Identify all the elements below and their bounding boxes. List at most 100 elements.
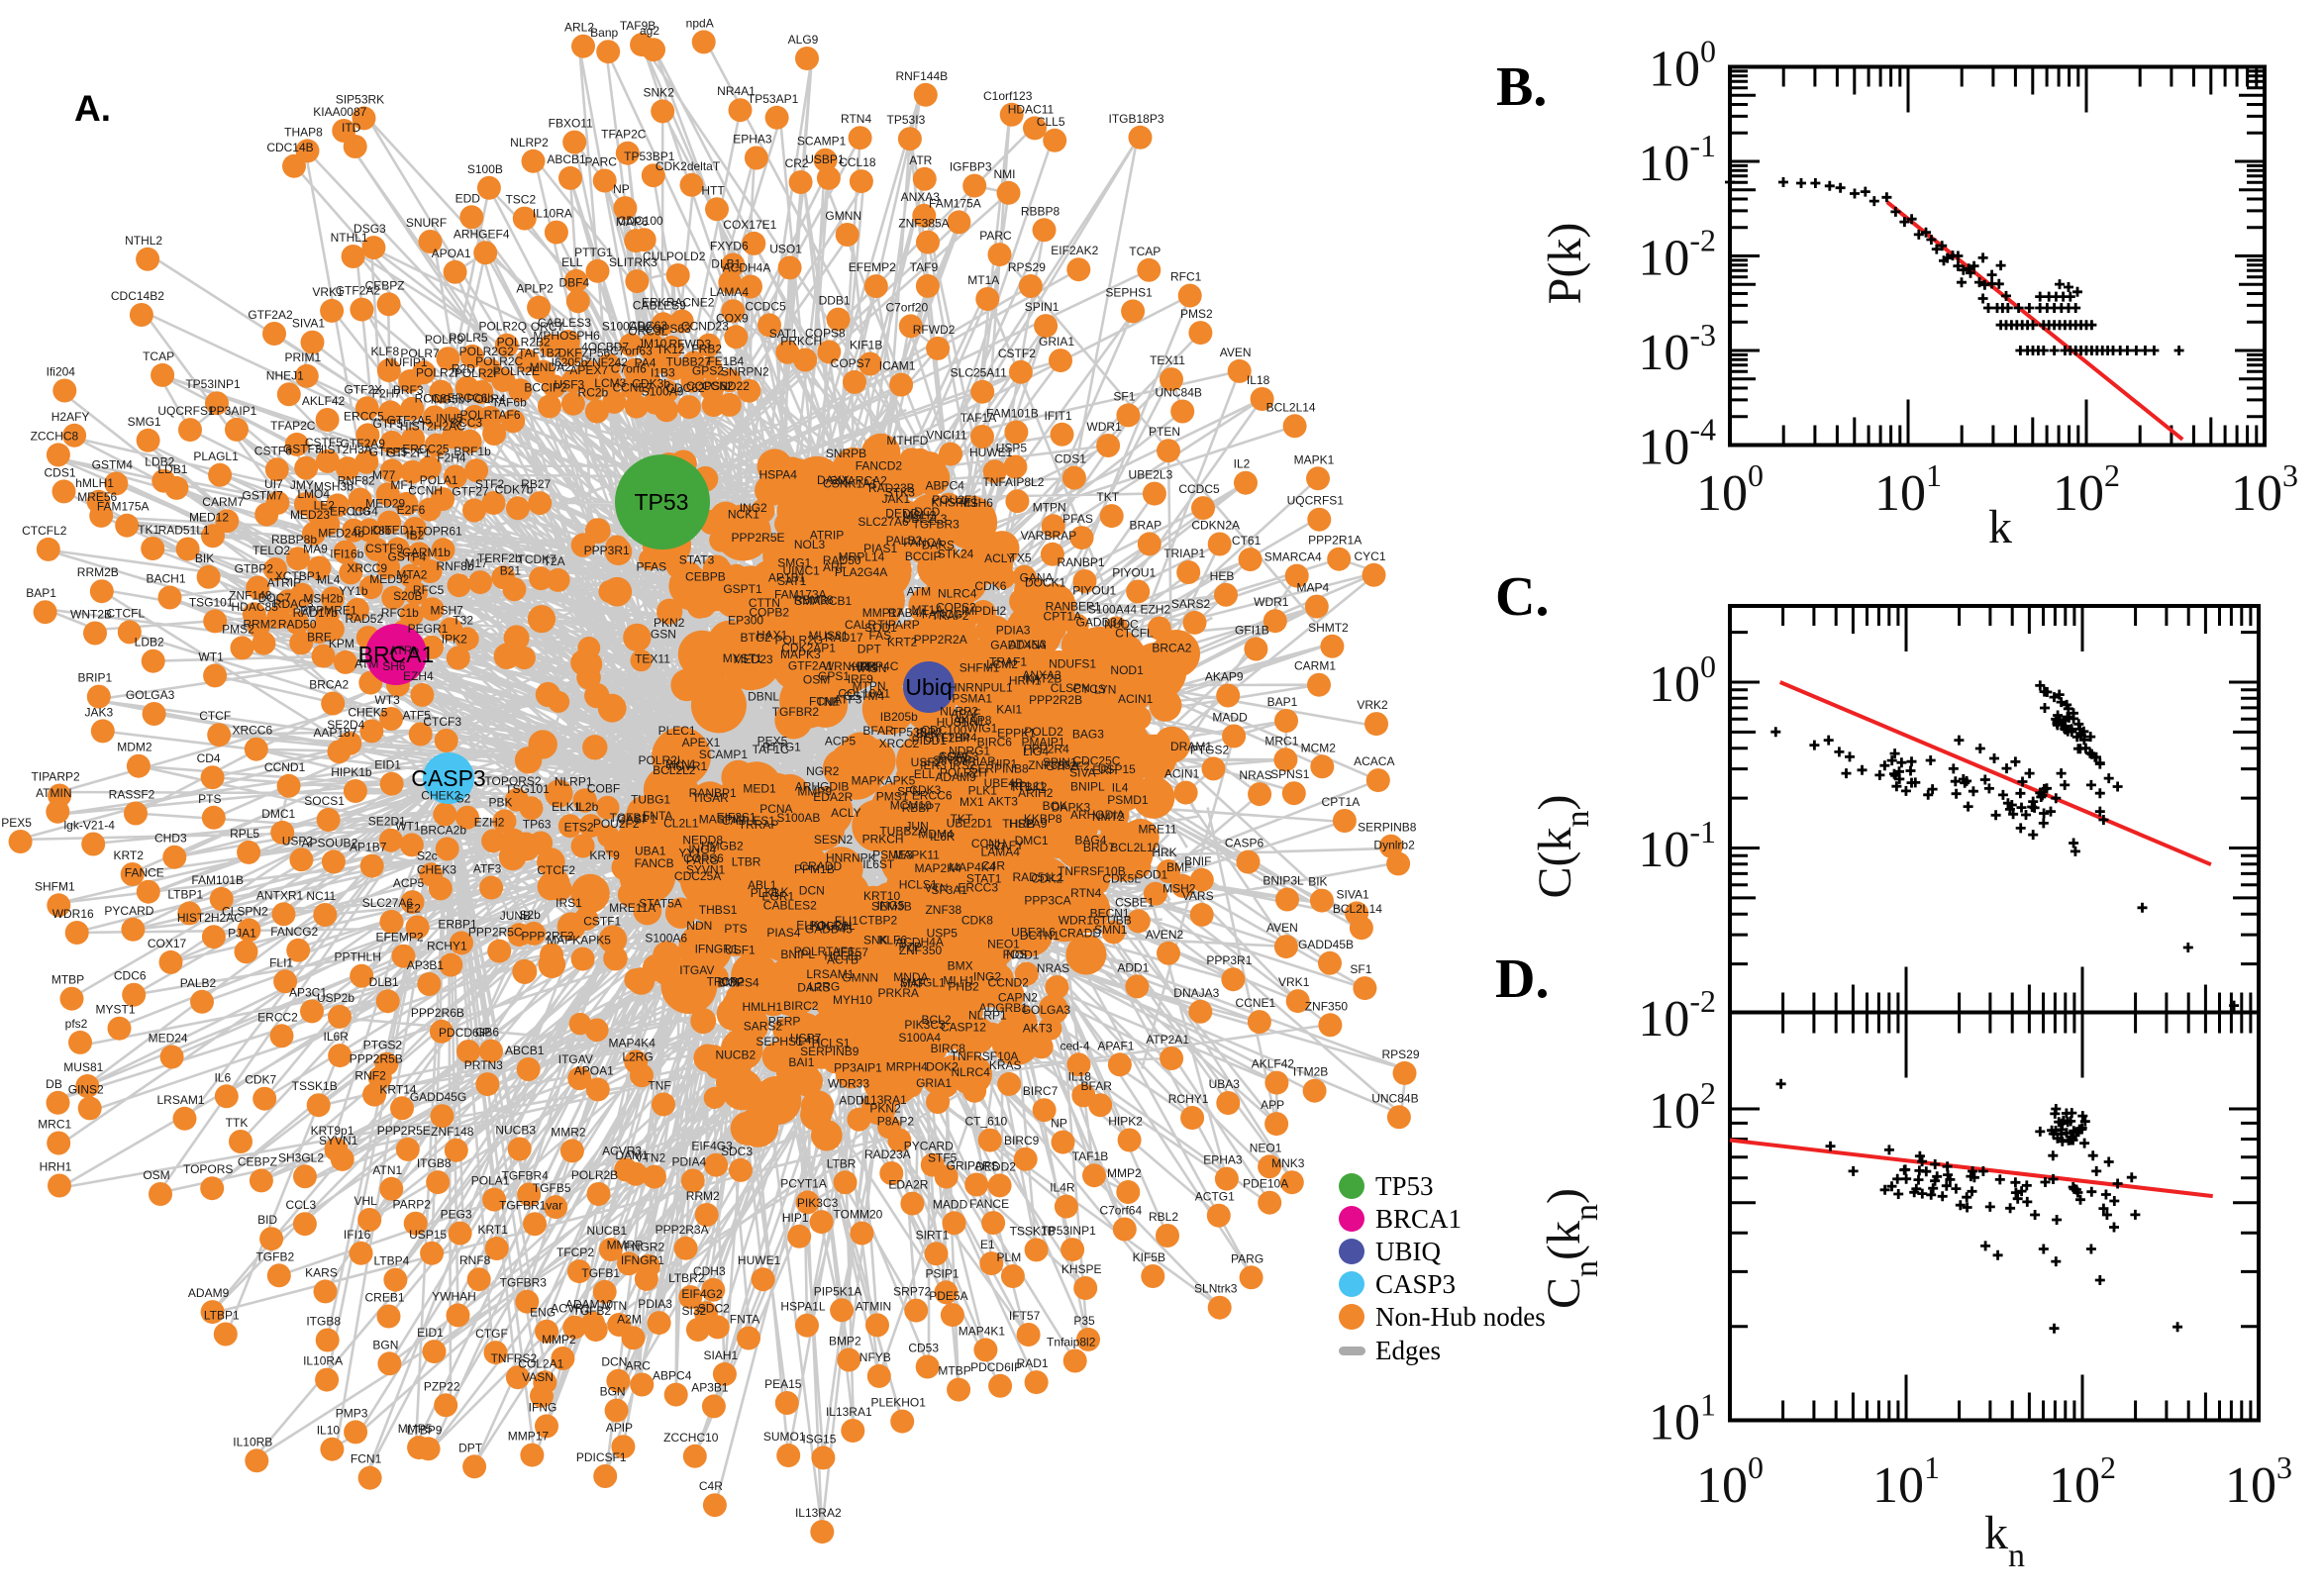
svg-text:ag2: ag2	[640, 24, 659, 38]
svg-text:E2F6: E2F6	[397, 503, 426, 517]
svg-text:PPP3CA: PPP3CA	[1024, 894, 1070, 908]
svg-text:CTBP2: CTBP2	[859, 913, 898, 927]
svg-text:ATMIN: ATMIN	[36, 786, 71, 800]
svg-text:WT3: WT3	[374, 693, 400, 707]
svg-text:WDR16: WDR16	[1059, 914, 1100, 928]
svg-text:DAXX: DAXX	[817, 473, 850, 487]
svg-text:MAP4: MAP4	[1296, 581, 1329, 595]
svg-text:NEO1: NEO1	[1250, 1141, 1282, 1154]
svg-text:SOD1: SOD1	[864, 621, 897, 635]
svg-text:M17: M17	[464, 556, 488, 570]
svg-text:GSTM4: GSTM4	[92, 457, 134, 471]
svg-text:TOPORS2: TOPORS2	[484, 774, 541, 788]
svg-text:UBE4B: UBE4B	[984, 776, 1023, 790]
svg-text:OGDH: OGDH	[816, 920, 852, 934]
svg-text:LAMA4: LAMA4	[981, 845, 1021, 858]
svg-text:HIST2H2AC: HIST2H2AC	[177, 911, 243, 925]
svg-text:HELLS: HELLS	[824, 949, 861, 963]
svg-text:CTCF: CTCF	[199, 709, 231, 723]
svg-text:PIP5K1A: PIP5K1A	[814, 1284, 862, 1298]
svg-text:ING2: ING2	[740, 501, 767, 515]
svg-text:SEPHS1: SEPHS1	[1105, 285, 1153, 299]
svg-text:RC2b: RC2b	[578, 386, 609, 400]
svg-text:POLR2E: POLR2E	[493, 364, 540, 378]
svg-text:PRKCH: PRKCH	[780, 335, 822, 349]
svg-text:MAF: MAF	[900, 976, 925, 990]
svg-text:PBK: PBK	[488, 796, 512, 810]
svg-text:RFWD2: RFWD2	[913, 323, 956, 337]
svg-text:HIST2H2AC: HIST2H2AC	[400, 420, 465, 434]
svg-text:CSTF1: CSTF1	[583, 915, 621, 929]
svg-text:PEG3: PEG3	[441, 1208, 472, 1222]
svg-text:S100A4: S100A4	[898, 1031, 941, 1045]
svg-text:AVEN: AVEN	[1220, 346, 1252, 359]
svg-text:AKAP9: AKAP9	[1205, 670, 1244, 684]
svg-text:COL2A1: COL2A1	[518, 1356, 563, 1370]
svg-text:CABLES2: CABLES2	[763, 899, 817, 913]
svg-text:C7orf63: C7orf63	[610, 345, 653, 358]
svg-text:RPL5: RPL5	[230, 827, 259, 841]
svg-text:USBP1: USBP1	[805, 152, 845, 166]
svg-text:IL10RB: IL10RB	[233, 1435, 272, 1448]
svg-text:GPS2: GPS2	[692, 364, 724, 378]
svg-text:MED23: MED23	[734, 652, 773, 666]
svg-text:HSPA4: HSPA4	[758, 468, 797, 482]
svg-text:RRM2: RRM2	[243, 618, 276, 632]
svg-text:RAD1: RAD1	[1017, 1356, 1049, 1370]
svg-text:PEA15: PEA15	[764, 1377, 802, 1391]
svg-text:C1orf123: C1orf123	[983, 89, 1033, 103]
svg-text:RBM38: RBM38	[794, 593, 834, 607]
svg-text:H2AFY: H2AFY	[985, 839, 1024, 852]
svg-text:A2M: A2M	[617, 1312, 642, 1326]
svg-text:RAD17b: RAD17b	[293, 606, 339, 620]
svg-text:JAK3: JAK3	[84, 705, 113, 719]
svg-text:MAPKAPK5: MAPKAPK5	[852, 774, 916, 788]
svg-text:TAF9B: TAF9B	[620, 19, 656, 33]
svg-text:ABCB1: ABCB1	[547, 152, 586, 166]
svg-text:CREB1: CREB1	[364, 1291, 404, 1305]
svg-text:ATRb: ATRb	[389, 644, 419, 657]
svg-text:USP5: USP5	[996, 442, 1028, 455]
svg-text:FAM175A: FAM175A	[929, 196, 981, 210]
svg-text:TFCP2: TFCP2	[707, 975, 745, 989]
svg-text:XCTBP1: XCTBP1	[275, 569, 322, 583]
svg-text:MRE56: MRE56	[77, 490, 117, 504]
svg-text:IFNGR1: IFNGR1	[621, 1253, 664, 1267]
svg-text:IL4R: IL4R	[795, 1033, 821, 1047]
svg-text:F2H4: F2H4	[437, 451, 466, 465]
svg-text:Ifi204: Ifi204	[47, 365, 76, 379]
svg-text:ADD1: ADD1	[1117, 960, 1149, 974]
svg-text:R2D: R2D	[452, 362, 475, 376]
svg-text:TGFBR1var: TGFBR1var	[499, 1198, 562, 1212]
svg-text:GADD45A: GADD45A	[990, 639, 1046, 652]
svg-text:103: 103	[2231, 457, 2298, 522]
svg-text:DMC1: DMC1	[1015, 834, 1049, 848]
svg-text:GINS2: GINS2	[68, 1082, 104, 1096]
svg-text:RAD52: RAD52	[345, 612, 383, 626]
svg-text:KHSPE: KHSPE	[1061, 1262, 1102, 1276]
svg-text:PMAIP1: PMAIP1	[1021, 735, 1064, 748]
svg-text:ING4: ING4	[688, 843, 716, 856]
svg-text:DLB1: DLB1	[711, 256, 741, 270]
svg-text:ADD1: ADD1	[839, 1094, 870, 1108]
svg-text:USO1: USO1	[769, 242, 802, 255]
svg-text:PARC: PARC	[979, 229, 1012, 243]
svg-text:HAX1: HAX1	[757, 628, 788, 642]
svg-text:LIG4: LIG4	[1023, 745, 1049, 758]
svg-text:TX5: TX5	[1009, 551, 1031, 565]
svg-text:POLR2G2: POLR2G2	[459, 345, 515, 358]
svg-text:101: 101	[1874, 457, 1942, 522]
svg-text:AVEN2: AVEN2	[1146, 928, 1184, 942]
svg-text:IL4: IL4	[1112, 780, 1129, 794]
svg-text:P(k): P(k)	[1539, 223, 1591, 305]
svg-text:BMX: BMX	[948, 959, 973, 973]
svg-text:SH3GL2: SH3GL2	[278, 1150, 324, 1164]
svg-text:TAF1C: TAF1C	[753, 743, 789, 756]
svg-text:RFWD3: RFWD3	[668, 338, 711, 351]
svg-text:TFCP2: TFCP2	[556, 1246, 594, 1259]
svg-text:HUWE1: HUWE1	[738, 1253, 781, 1267]
svg-text:MTBP: MTBP	[51, 973, 84, 987]
svg-text:SH3GL1: SH3GL1	[900, 975, 946, 989]
svg-text:PSIP1: PSIP1	[925, 1266, 959, 1280]
svg-text:EID1: EID1	[374, 758, 401, 772]
